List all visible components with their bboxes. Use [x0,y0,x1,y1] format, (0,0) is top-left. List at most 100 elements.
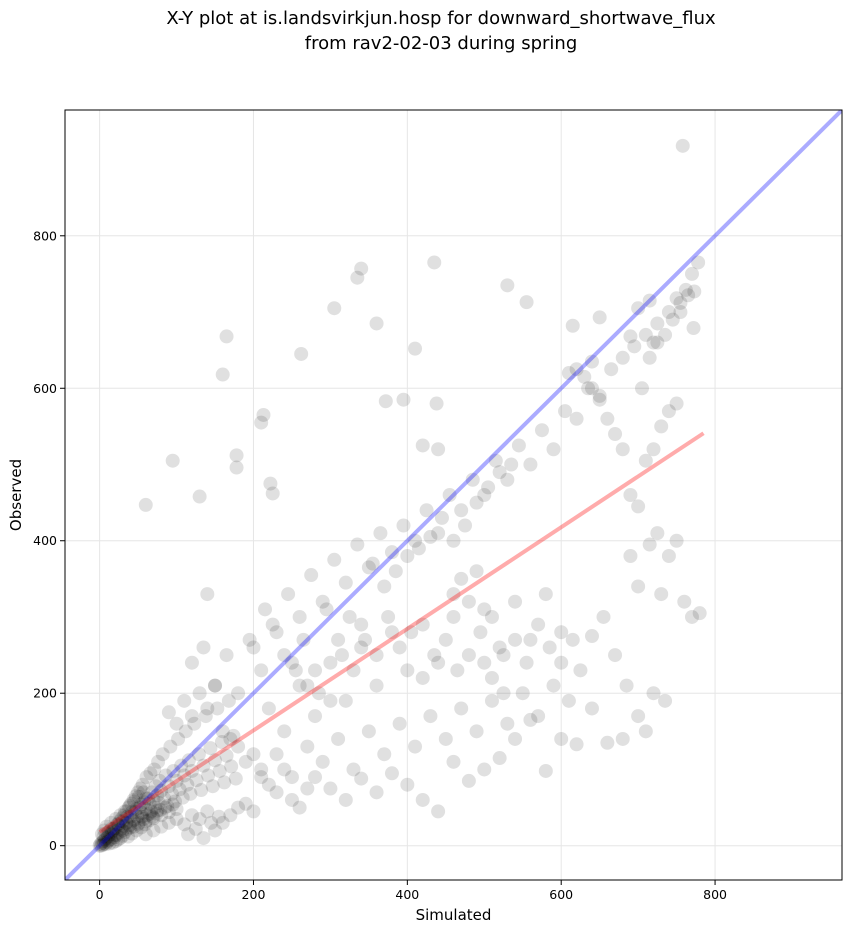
data-point [108,821,123,836]
data-point [469,495,484,510]
data-point [101,829,116,844]
data-point [392,716,407,731]
data-point [327,552,342,567]
data-point [691,255,706,270]
data-point [200,804,215,819]
data-point [546,442,561,457]
data-point [361,724,376,739]
data-point [143,766,158,781]
data-point [215,815,230,830]
data-point [214,735,229,750]
data-point [160,799,175,814]
data-point [177,817,192,832]
data-point [431,442,446,457]
data-point [161,705,176,720]
data-point [415,438,430,453]
data-point [208,678,223,693]
grid-lines [65,110,842,880]
data-point [338,575,353,590]
data-point [200,701,215,716]
x-tick-label: 200 [242,887,266,902]
data-point [327,301,342,316]
data-point [108,834,123,849]
data-point [284,792,299,807]
data-point [154,819,169,834]
data-point [123,820,138,835]
data-point [623,329,638,344]
data-point [627,339,642,354]
data-point [311,686,326,701]
data-point [124,805,139,820]
data-point [145,809,160,824]
data-point [419,503,434,518]
data-point [692,606,707,621]
data-point [114,811,129,826]
data-point [269,625,284,640]
data-point [115,828,130,843]
data-point [300,781,315,796]
data-point [138,814,153,829]
data-point [592,388,607,403]
data-point [500,472,515,487]
data-point [461,648,476,663]
data-point [277,762,292,777]
data-point [561,693,576,708]
data-point [149,806,164,821]
data-point [127,819,142,834]
y-tick-label: 600 [33,381,57,396]
data-point [523,632,538,647]
data-point [154,783,169,798]
data-point [484,609,499,624]
data-point [384,766,399,781]
data-point [141,813,156,828]
data-point [229,448,244,463]
data-point [111,817,126,832]
data-point [192,489,207,504]
data-point [121,800,136,815]
data-point [415,617,430,632]
data-point [565,632,580,647]
data-point [354,261,369,276]
data-point [168,794,183,809]
data-point [96,829,111,844]
data-point [631,301,646,316]
chart-title: X-Y plot at is.landsvirkjun.hosp for dow… [166,8,716,54]
data-point [638,724,653,739]
data-point [677,594,692,609]
data-point [684,266,699,281]
data-point [208,678,223,693]
data-point [281,587,296,602]
y-tick-label: 400 [33,533,57,548]
data-point [181,753,196,768]
data-point [661,548,676,563]
data-point [408,739,423,754]
data-point [323,781,338,796]
data-point [142,806,157,821]
data-point [596,609,611,624]
data-point [96,834,111,849]
data-point [108,812,123,827]
data-point [114,821,129,836]
data-point [118,804,133,819]
data-point [155,747,170,762]
data-point [103,827,118,842]
data-point [377,747,392,762]
data-point [258,602,273,617]
data-point [118,824,133,839]
data-point [534,423,549,438]
data-point [134,797,149,812]
data-point [334,648,349,663]
data-point [450,663,465,678]
x-tick-label: 800 [703,887,727,902]
data-point [205,779,220,794]
data-point [519,295,534,310]
data-point [661,404,676,419]
data-point [132,800,147,815]
data-point [146,811,161,826]
data-point [224,759,239,774]
data-point [115,814,130,829]
data-point [177,693,192,708]
data-point [198,709,213,724]
data-point [492,751,507,766]
data-point [99,819,114,834]
